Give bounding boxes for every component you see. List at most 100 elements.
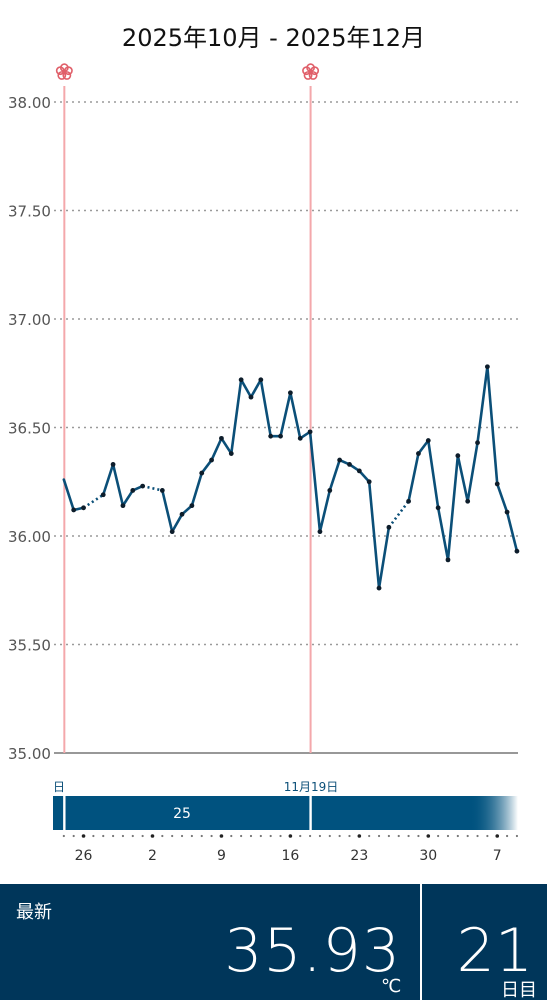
- latest-label: 最新: [16, 902, 52, 923]
- series-segment: [161, 489, 174, 533]
- footer-divider: [420, 884, 422, 1000]
- data-point: [356, 468, 362, 474]
- y-tick-label: 36.50: [8, 420, 51, 438]
- series-segment: [249, 378, 263, 399]
- data-point: [425, 438, 431, 443]
- y-tick-label: 36.00: [8, 528, 51, 546]
- day-dot: [111, 834, 115, 838]
- day-dot: [437, 834, 440, 838]
- series-segment: [446, 454, 460, 562]
- data-point: [81, 505, 86, 511]
- data-point: [199, 470, 205, 476]
- data-point: [71, 507, 77, 513]
- cycle-date-label: 11月19日: [284, 780, 339, 794]
- x-tick-label: 16: [281, 848, 299, 864]
- day-dot: [338, 834, 341, 838]
- day-dot: [515, 834, 519, 838]
- x-tick-label: 23: [350, 848, 368, 864]
- series-segment: [289, 391, 302, 440]
- day-dot: [131, 834, 134, 838]
- day-dot: [102, 834, 105, 838]
- chart-title: 2025年10月 - 2025年12月: [121, 24, 426, 52]
- series-segment: [358, 469, 371, 484]
- day-dot: [161, 834, 164, 838]
- day-dot: [426, 834, 431, 838]
- x-tick-label: 26: [75, 848, 93, 864]
- series-gap-segment: [142, 484, 163, 492]
- series-segment: [436, 506, 450, 562]
- day-dot: [288, 834, 293, 838]
- series-segment: [121, 489, 135, 507]
- data-point: [228, 451, 234, 456]
- data-point: [445, 557, 451, 563]
- data-point: [494, 481, 500, 487]
- series-segment: [170, 512, 184, 533]
- series-segment: [328, 458, 341, 492]
- day-dot: [240, 834, 243, 838]
- day-dot: [476, 834, 479, 838]
- data-point: [317, 529, 323, 535]
- data-point: [327, 488, 333, 493]
- series-segment: [426, 439, 440, 510]
- data-point: [347, 461, 352, 467]
- x-tick-label: 2: [148, 848, 157, 864]
- day-dot: [141, 834, 144, 838]
- series-segment: [456, 454, 469, 503]
- series-segment: [466, 441, 479, 503]
- y-tick-label: 37.50: [8, 203, 51, 221]
- data-point: [140, 483, 146, 489]
- day-dot: [397, 834, 400, 838]
- data-point: [268, 433, 274, 439]
- data-point: [278, 433, 283, 439]
- data-point: [130, 488, 136, 493]
- day-dot: [92, 834, 95, 838]
- data-point: [475, 440, 480, 446]
- day-dot: [72, 834, 75, 838]
- data-point: [504, 509, 510, 515]
- celsius-unit: ℃: [381, 976, 402, 997]
- cycle-day-unit: 日目: [501, 980, 537, 1001]
- data-point: [406, 498, 411, 504]
- data-point: [179, 511, 185, 517]
- day-dot: [318, 834, 322, 838]
- day-dot: [446, 834, 450, 838]
- data-point: [514, 548, 520, 554]
- series-segment: [210, 437, 223, 462]
- series-segment: [308, 430, 322, 533]
- day-dot: [210, 834, 213, 838]
- data-point: [435, 505, 441, 511]
- latest-temperature-value: 35.93: [224, 916, 401, 986]
- day-dot: [259, 834, 262, 838]
- data-point: [169, 529, 175, 535]
- day-dot: [308, 834, 312, 838]
- day-dot: [505, 834, 509, 838]
- series-segment: [495, 482, 509, 514]
- data-point: [110, 461, 116, 467]
- day-dot: [171, 834, 174, 838]
- day-dot: [368, 834, 371, 838]
- day-dot: [466, 834, 469, 838]
- temperature-chart[interactable]: 35.00 35.50 36.00 36.50 37.00 37.50 38.00 25 11月…: [0, 0, 547, 880]
- data-point: [416, 451, 421, 456]
- data-point: [159, 488, 165, 493]
- y-tick-label: 35.00: [8, 745, 51, 763]
- day-dot: [328, 834, 331, 838]
- series-segment: [111, 463, 125, 507]
- day-dot: [219, 834, 224, 838]
- series-segment: [407, 452, 420, 503]
- day-dot: [81, 834, 86, 838]
- day-dot: [377, 834, 381, 838]
- flower-icon: [55, 63, 73, 80]
- data-point: [287, 390, 293, 396]
- day-dot: [279, 834, 282, 838]
- series-segment: [318, 489, 332, 533]
- series-segment: [417, 439, 430, 455]
- y-tick-label: 38.00: [8, 94, 51, 112]
- cycle-day-value: 21: [456, 916, 533, 986]
- y-tick-label: 35.50: [8, 637, 51, 655]
- day-dot: [387, 834, 390, 838]
- series-segment: [62, 478, 75, 512]
- series-segment: [476, 365, 489, 444]
- day-dot: [407, 834, 410, 838]
- data-point: [307, 429, 313, 435]
